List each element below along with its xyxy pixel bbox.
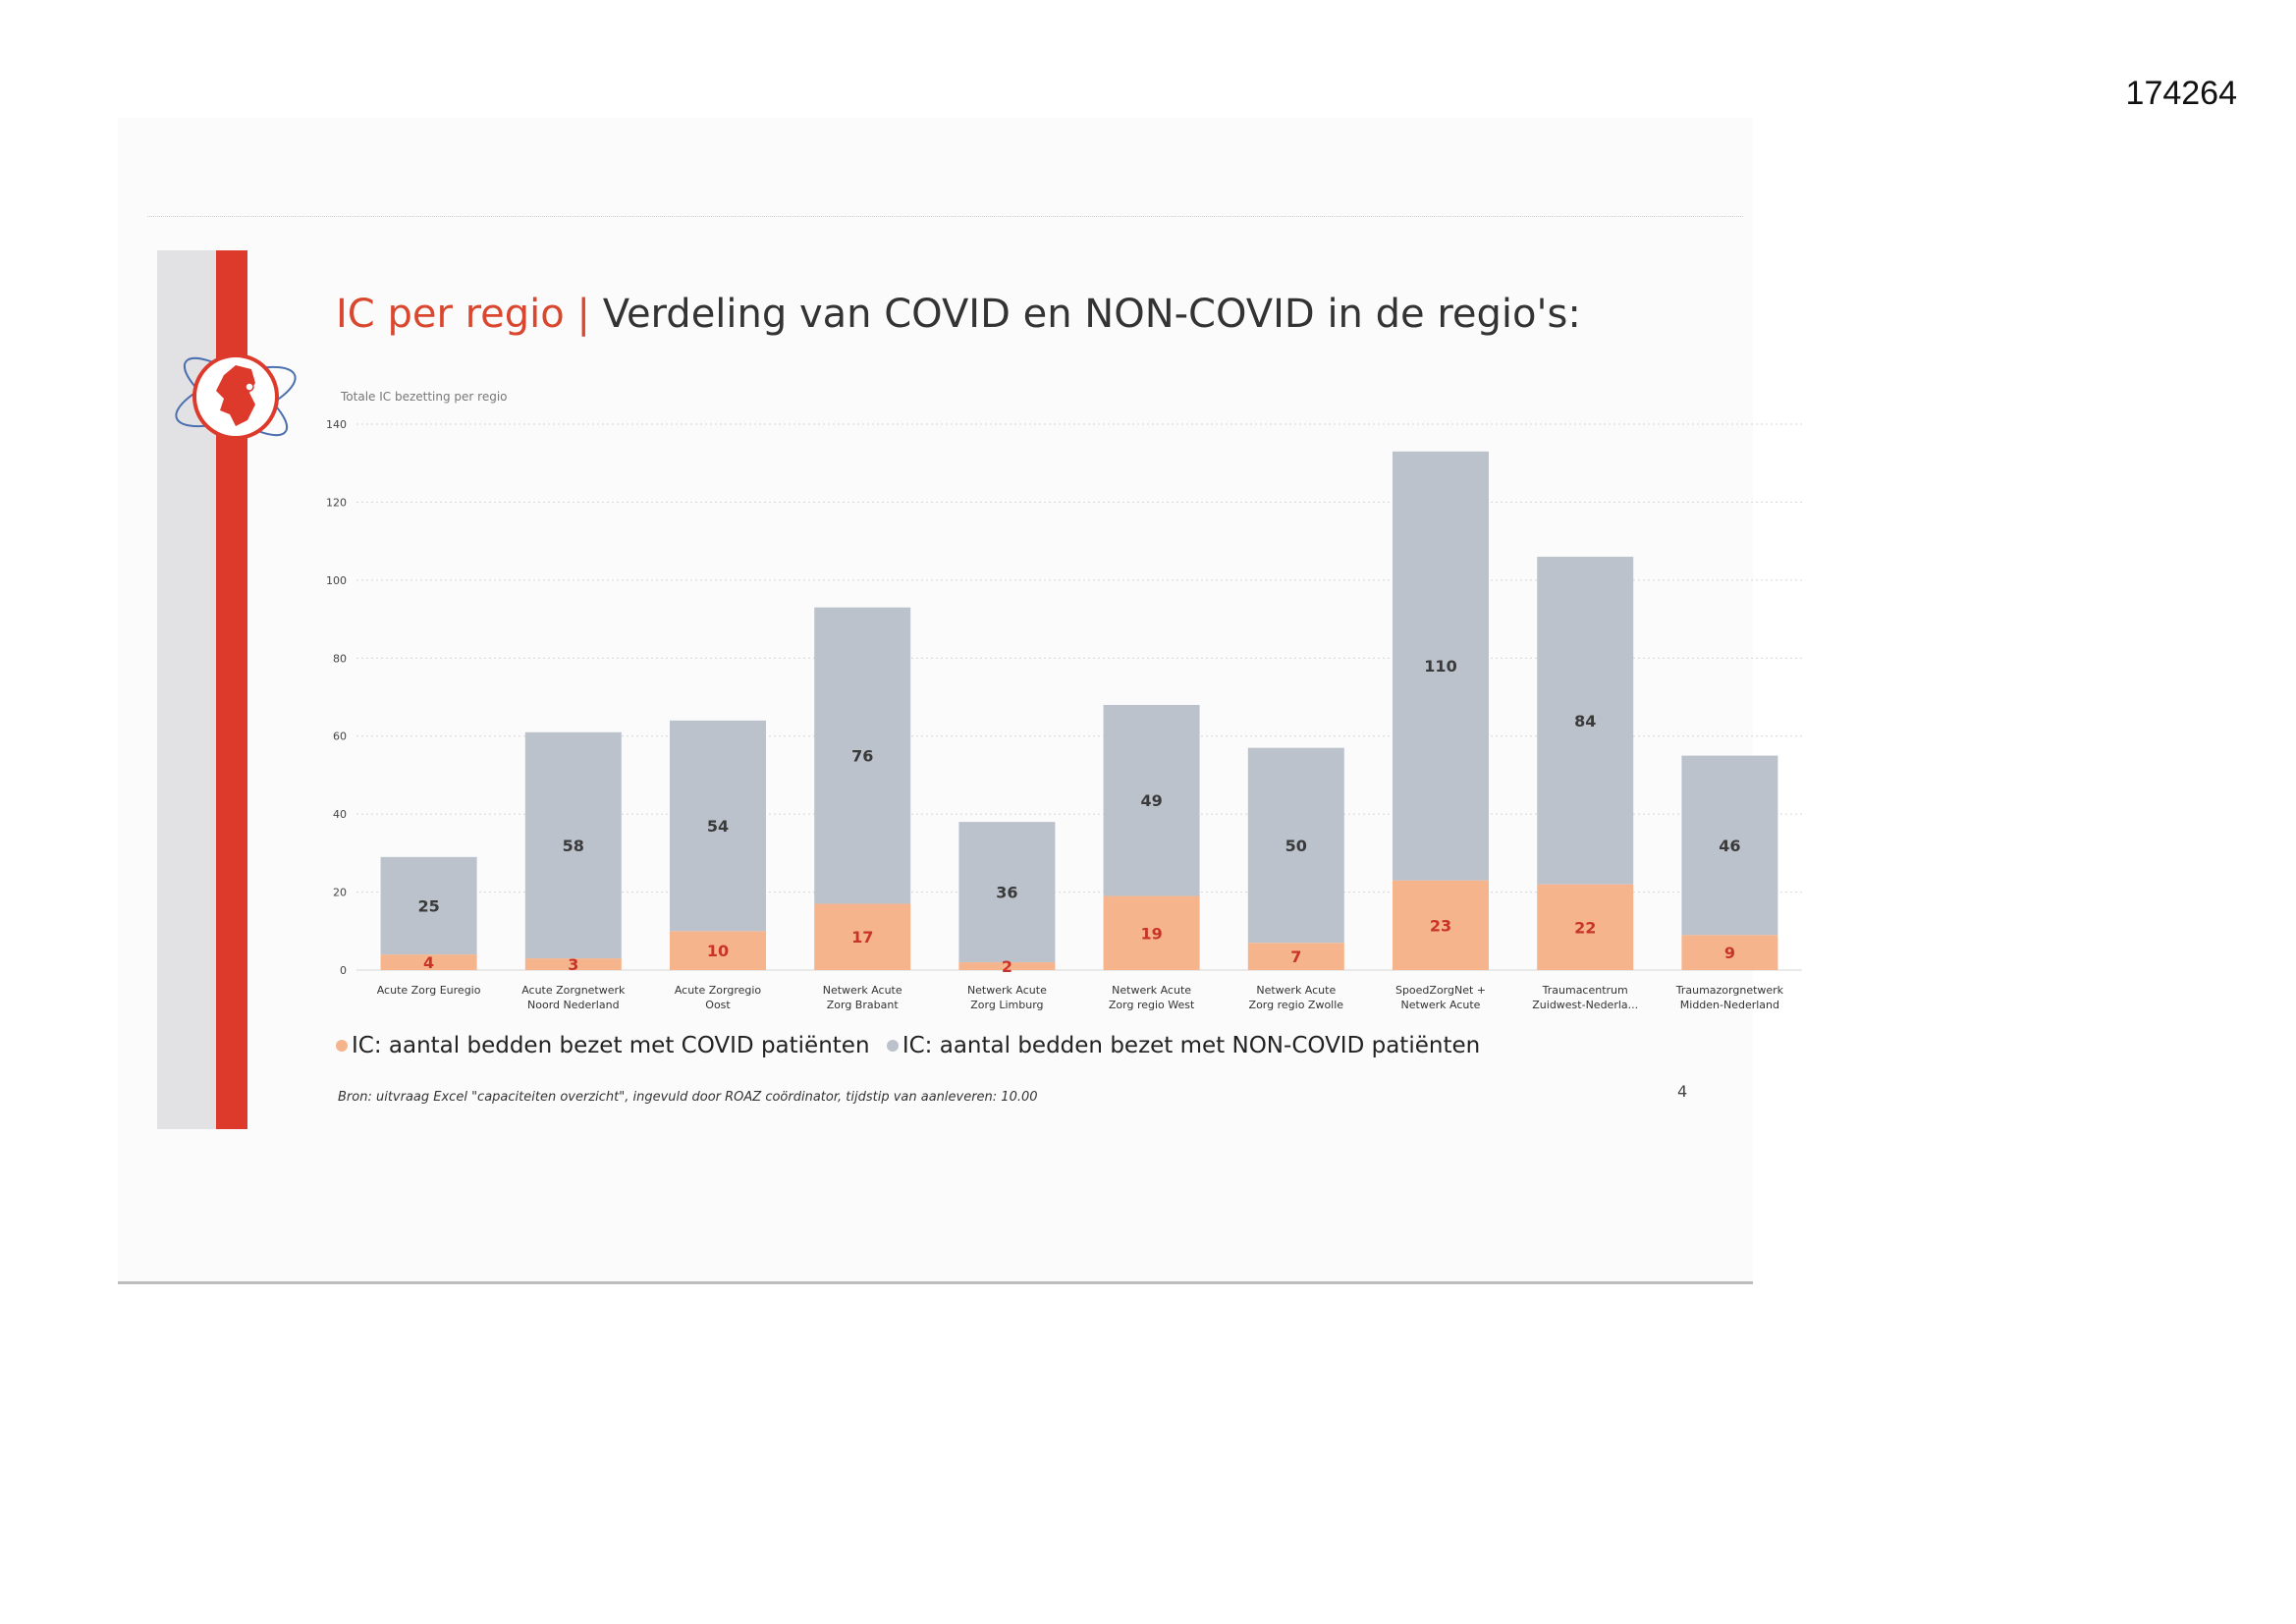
legend-label-noncovid: IC: aantal bedden bezet met NON-COVID pa…	[902, 1033, 1481, 1058]
bar-noncovid	[1103, 704, 1200, 896]
slide-top-divider	[147, 216, 1743, 217]
x-category-label: Netwerk Acute	[1112, 984, 1191, 997]
legend-swatch-noncovid	[886, 1039, 899, 1052]
bar-covid	[670, 931, 766, 970]
bar-covid	[1247, 943, 1344, 970]
y-tick-label: 40	[333, 808, 347, 821]
data-label-noncovid: 46	[1719, 837, 1740, 855]
bar-noncovid	[958, 822, 1056, 963]
y-tick-label: 120	[326, 496, 347, 509]
data-label-noncovid: 36	[996, 884, 1017, 902]
x-category-label: Zuidwest-Nederla...	[1532, 999, 1638, 1011]
data-label-covid: 22	[1574, 918, 1596, 937]
bar-covid	[1393, 880, 1489, 970]
bar-covid	[380, 954, 477, 970]
title-main: Verdeling van COVID en NON-COVID in de r…	[602, 292, 1581, 337]
bar-noncovid	[1537, 557, 1634, 885]
x-category-label: Acute Zorgregio	[675, 984, 762, 997]
data-label-noncovid: 25	[417, 896, 439, 915]
document-id: 174264	[2125, 75, 2237, 112]
data-label-covid: 2	[1002, 957, 1012, 976]
x-category-label: Netwerk Acute	[1401, 999, 1481, 1011]
x-category-label: Midden-Nederland	[1680, 999, 1779, 1011]
data-label-covid: 10	[707, 942, 729, 960]
x-category-label: Netwerk Acute	[823, 984, 902, 997]
bar-covid	[524, 958, 622, 970]
y-axis-title: Totale IC bezetting per regio	[340, 390, 508, 404]
bar-covid	[958, 962, 1056, 970]
legend-item-noncovid: IC: aantal bedden bezet met NON-COVID pa…	[886, 1033, 1481, 1058]
data-label-covid: 7	[1290, 947, 1301, 966]
y-tick-label: 0	[340, 964, 347, 977]
title-separator: |	[576, 292, 590, 337]
y-tick-label: 80	[333, 652, 347, 665]
slide-title: IC per regio | Verdeling van COVID en NO…	[336, 292, 1581, 337]
data-label-noncovid: 84	[1574, 712, 1596, 731]
bar-noncovid	[1393, 451, 1489, 881]
x-category-label: Zorg Limburg	[970, 999, 1043, 1011]
bar-covid	[1681, 935, 1778, 970]
x-category-label: Traumacentrum	[1542, 984, 1628, 997]
bar-noncovid	[1247, 747, 1344, 944]
data-label-noncovid: 49	[1140, 791, 1162, 810]
chart-legend: IC: aantal bedden bezet met COVID patiën…	[336, 1033, 1490, 1058]
data-label-covid: 23	[1430, 916, 1451, 935]
stacked-bar-chart: Totale IC bezetting per regio 0 20 40 60 80 10…	[326, 390, 1802, 1011]
x-category-label: Zorg Brabant	[827, 999, 900, 1011]
bar-covid	[1537, 884, 1634, 970]
bar-noncovid	[524, 731, 622, 959]
x-category-label: Zorg regio Zwolle	[1249, 999, 1344, 1011]
bar-noncovid	[814, 607, 911, 904]
bar-covid	[1103, 895, 1200, 970]
legend-label-covid: IC: aantal bedden bezet met COVID patiën…	[352, 1033, 870, 1058]
y-tick-label: 140	[326, 418, 347, 431]
x-category-label: SpoedZorgNet +	[1395, 984, 1486, 997]
x-category-label: Acute Zorgnetwerk	[521, 984, 626, 997]
x-category-label: Oost	[705, 999, 731, 1011]
y-tick-label: 100	[326, 574, 347, 587]
x-category-label: Acute Zorg Euregio	[377, 984, 481, 997]
slide: IC per regio | Verdeling van COVID en NO…	[118, 118, 1802, 1284]
data-label-covid: 9	[1724, 944, 1735, 962]
data-label-covid: 3	[568, 955, 578, 974]
x-category-label: Zorg regio West	[1109, 999, 1195, 1011]
data-label-covid: 19	[1140, 924, 1162, 943]
legend-swatch-covid	[336, 1039, 348, 1052]
legend-item-covid: IC: aantal bedden bezet met COVID patiën…	[336, 1033, 877, 1058]
x-category-label: Netwerk Acute	[967, 984, 1047, 997]
bar-noncovid	[1681, 755, 1778, 936]
source-note: Bron: uitvraag Excel "capaciteiten overz…	[338, 1090, 1038, 1105]
data-label-noncovid: 110	[1424, 657, 1456, 676]
x-category-label: Noord Nederland	[527, 999, 620, 1011]
bar-covid	[814, 903, 911, 970]
data-label-covid: 4	[423, 953, 434, 972]
page-number: 4	[1677, 1082, 1688, 1101]
title-accent: IC per regio	[336, 292, 565, 337]
x-category-label: Traumazorgnetwerk	[1675, 984, 1784, 997]
network-map-logo-icon	[175, 353, 297, 440]
data-label-covid: 17	[851, 928, 873, 947]
data-label-noncovid: 50	[1285, 837, 1307, 855]
data-label-noncovid: 54	[707, 817, 729, 836]
y-tick-label: 20	[333, 887, 347, 899]
data-label-noncovid: 58	[563, 837, 584, 855]
x-category-label: Netwerk Acute	[1256, 984, 1336, 997]
bar-noncovid	[380, 856, 477, 955]
bar-noncovid	[670, 720, 766, 932]
y-tick-label: 60	[333, 731, 347, 743]
data-label-noncovid: 76	[851, 747, 873, 766]
